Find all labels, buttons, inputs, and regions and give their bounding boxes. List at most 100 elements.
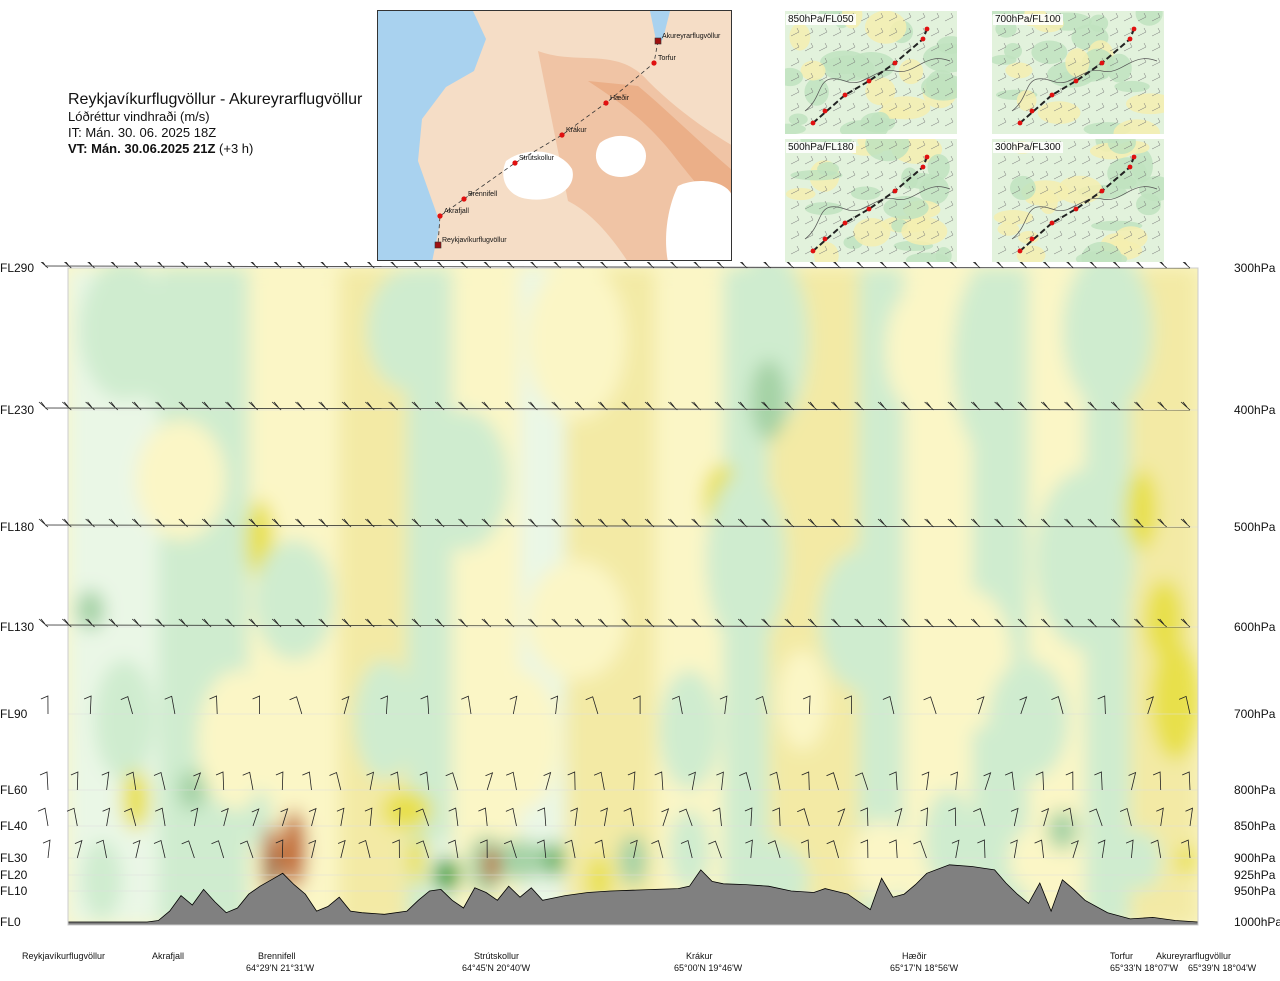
- panel-wind-barb: [1137, 185, 1147, 195]
- wind-barb-shaft: [924, 618, 934, 628]
- panel-station-marker: [1073, 78, 1079, 84]
- wind-barb-shaft: [716, 771, 724, 791]
- wind-barb-shaft: [341, 518, 352, 528]
- map-glacier-west: [503, 151, 573, 200]
- wind-barb: [70, 771, 79, 791]
- panel-wind-barb: [1053, 57, 1063, 67]
- panel-field-cell: [907, 172, 938, 189]
- panel-wind-barb: [832, 57, 842, 67]
- wind-barb-shaft: [178, 401, 189, 411]
- wind-barb-shaft: [190, 807, 199, 827]
- wind-barb-shaft: [920, 807, 929, 827]
- wind-barb-shaft: [295, 518, 305, 528]
- wind-barb: [366, 771, 375, 791]
- panel-wind-barb: [818, 72, 828, 82]
- wind-barb-shaft: [924, 518, 934, 528]
- wind-barb-shaft: [716, 262, 725, 269]
- panel-field-cell: [817, 162, 840, 176]
- wind-barb: [40, 695, 49, 715]
- wind-barb-shaft: [1157, 618, 1167, 628]
- wind-barb: [110, 262, 119, 269]
- wind-barb-shaft: [1040, 618, 1051, 628]
- wind-barb-shaft: [767, 840, 781, 859]
- location-label: Strútskollur 64°45'N 20°40'W: [462, 950, 530, 974]
- panel-wind-barb: [846, 72, 856, 82]
- wind-barb: [434, 401, 445, 411]
- wind-barb: [716, 771, 724, 791]
- wind-barb-shaft: [1042, 262, 1051, 269]
- panel-wind-barb: [790, 27, 800, 37]
- wind-barb-shaft: [1110, 618, 1121, 628]
- panel-field-cell: [992, 54, 1017, 65]
- panel-wind-barb: [804, 72, 814, 82]
- wind-barb-shaft: [271, 518, 282, 528]
- wind-barb: [784, 618, 795, 628]
- panel-wind-barb: [930, 245, 940, 255]
- field-cell: [924, 790, 975, 890]
- wind-barb-shaft: [1094, 771, 1103, 791]
- wind-barb: [772, 807, 781, 827]
- panel-wind-barb: [1039, 27, 1049, 37]
- wind-barb-shaft: [481, 518, 492, 528]
- wind-barb: [807, 401, 818, 411]
- wind-barb: [973, 808, 986, 827]
- wind-barb-shaft: [550, 695, 559, 715]
- panel-field-cell: [850, 186, 881, 201]
- wind-barb-shaft: [227, 262, 235, 269]
- wind-barb-shaft: [478, 807, 488, 827]
- panel-wind-barb: [1081, 42, 1091, 52]
- panel-wind-barb: [1137, 155, 1147, 165]
- wind-barb-shaft: [784, 401, 795, 411]
- wind-barb-shaft: [809, 262, 818, 269]
- wind-barb: [755, 695, 768, 715]
- wind-barb-shaft: [769, 771, 781, 791]
- panel-wind-barb: [818, 185, 828, 195]
- wind-barb-shaft: [70, 771, 79, 791]
- panel-station-marker: [1127, 36, 1133, 42]
- wind-barb: [295, 401, 305, 411]
- wind-barb: [855, 772, 869, 791]
- wind-barb: [125, 771, 137, 791]
- wind-barb-shaft: [390, 262, 398, 269]
- wind-barb: [924, 401, 934, 411]
- wind-barb-shaft: [744, 807, 753, 827]
- wind-barb-shaft: [1087, 618, 1098, 628]
- wind-barb: [1097, 839, 1106, 859]
- wind-barb: [1178, 695, 1191, 715]
- wind-barb-shaft: [644, 401, 655, 411]
- wind-barb: [1134, 618, 1144, 628]
- wind-barb-shaft: [951, 839, 960, 859]
- wind-barb-shaft: [336, 807, 345, 827]
- wind-barb: [714, 618, 725, 628]
- wind-barb-shaft: [551, 401, 561, 411]
- panel-wind-barb: [832, 155, 842, 165]
- wind-barb: [365, 518, 375, 528]
- wind-barb: [1064, 518, 1074, 528]
- wind-barb-shaft: [948, 807, 957, 827]
- wind-barb-shaft: [1097, 695, 1106, 715]
- panel-wind-barb: [1109, 140, 1119, 150]
- wind-barb-shaft: [621, 618, 631, 628]
- field-cell: [1150, 640, 1198, 760]
- wind-barb-shaft: [594, 839, 605, 859]
- wind-barb: [714, 518, 725, 528]
- field-band: [452, 268, 520, 925]
- wind-barb-shaft: [1064, 401, 1074, 411]
- panel-wind-barb: [1123, 42, 1133, 52]
- wind-barb-shaft: [1089, 808, 1103, 827]
- panel-wind-barb: [888, 27, 898, 37]
- wind-barb-shaft: [215, 771, 225, 791]
- panel-wind-barb: [860, 117, 870, 127]
- wind-barb-shaft: [358, 839, 371, 859]
- wind-barb: [977, 839, 986, 859]
- wind-barb: [1157, 518, 1167, 528]
- wind-barb: [318, 518, 328, 528]
- panel-wind-barb: [1137, 215, 1147, 225]
- panel-wind-barb: [1025, 170, 1035, 180]
- wind-barb-shaft: [62, 618, 72, 628]
- panel-wind-barb: [860, 72, 870, 82]
- wind-barb: [564, 839, 576, 859]
- wind-barb-shaft: [860, 807, 869, 827]
- wind-barb-shaft: [784, 618, 795, 628]
- wind-barb: [201, 401, 212, 411]
